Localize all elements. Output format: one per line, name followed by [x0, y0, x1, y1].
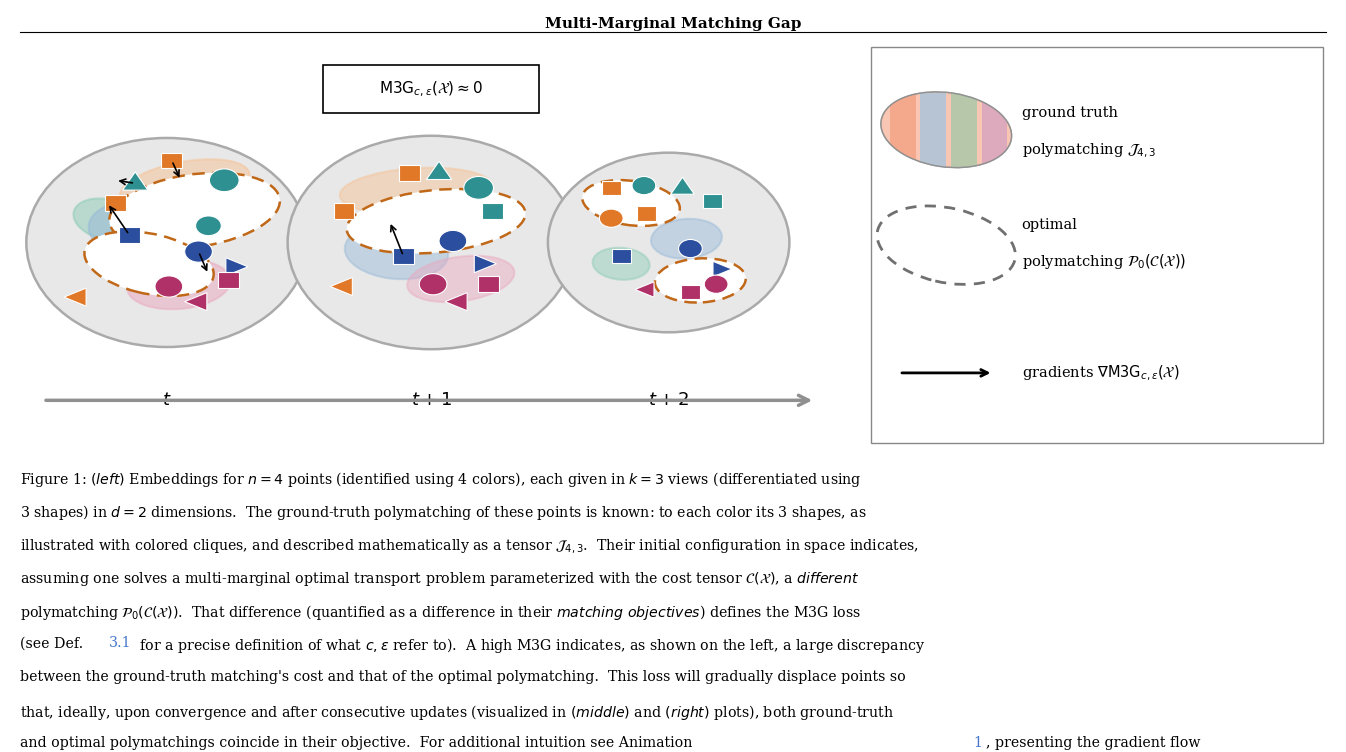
Ellipse shape — [408, 256, 514, 302]
Ellipse shape — [656, 258, 746, 302]
Text: and optimal polymatchings coincide in their objective.  For additional intuition: and optimal polymatchings coincide in th… — [20, 736, 697, 750]
Ellipse shape — [109, 173, 280, 248]
Polygon shape — [670, 177, 695, 194]
Circle shape — [419, 274, 447, 295]
Ellipse shape — [127, 259, 230, 309]
Bar — [611, 249, 630, 263]
Bar — [681, 284, 700, 299]
Text: , presenting the gradient flow: , presenting the gradient flow — [987, 736, 1201, 750]
Text: $t$: $t$ — [162, 391, 172, 409]
Text: between the ground-truth matching's cost and that of the optimal polymatching.  : between the ground-truth matching's cost… — [20, 669, 906, 684]
Polygon shape — [226, 258, 248, 276]
Bar — [921, 92, 946, 167]
Polygon shape — [635, 282, 654, 297]
Ellipse shape — [651, 219, 721, 259]
Polygon shape — [427, 161, 452, 180]
Ellipse shape — [89, 200, 202, 262]
Circle shape — [599, 209, 623, 227]
Polygon shape — [446, 293, 467, 311]
Circle shape — [210, 169, 240, 192]
Circle shape — [704, 275, 728, 293]
Text: polymatching $\mathcal{P}_0(\mathcal{C}(\mathcal{X}))$: polymatching $\mathcal{P}_0(\mathcal{C}(… — [1022, 252, 1186, 271]
Text: $t+1$: $t+1$ — [411, 391, 451, 409]
Text: polymatching $\mathcal{J}_{4,3}$: polymatching $\mathcal{J}_{4,3}$ — [1022, 141, 1156, 159]
Bar — [334, 202, 354, 219]
Bar — [162, 153, 182, 168]
Circle shape — [195, 216, 221, 235]
FancyBboxPatch shape — [323, 65, 538, 114]
Circle shape — [464, 177, 494, 199]
Ellipse shape — [347, 189, 525, 253]
Text: (see Def.: (see Def. — [20, 636, 87, 650]
Text: illustrated with colored cliques, and described mathematically as a tensor $\mat: illustrated with colored cliques, and de… — [20, 537, 919, 554]
Ellipse shape — [584, 182, 677, 224]
Text: 3.1: 3.1 — [109, 636, 132, 650]
Text: $t+2$: $t+2$ — [649, 391, 689, 409]
Bar — [398, 165, 420, 180]
Text: optimal: optimal — [1022, 217, 1078, 232]
Ellipse shape — [85, 232, 214, 296]
Polygon shape — [184, 293, 207, 311]
Polygon shape — [474, 255, 497, 273]
Bar — [118, 227, 140, 243]
Ellipse shape — [288, 136, 575, 349]
Circle shape — [633, 177, 656, 195]
Text: assuming one solves a multi-marginal optimal transport problem parameterized wit: assuming one solves a multi-marginal opt… — [20, 570, 860, 588]
Ellipse shape — [657, 262, 744, 302]
Circle shape — [678, 239, 703, 258]
Circle shape — [155, 276, 183, 297]
Ellipse shape — [345, 224, 448, 279]
Circle shape — [184, 241, 213, 262]
Text: 3 shapes) in $d = 2$ dimensions.  The ground-truth polymatching of these points : 3 shapes) in $d = 2$ dimensions. The gro… — [20, 503, 867, 523]
Ellipse shape — [548, 153, 789, 332]
Ellipse shape — [583, 180, 680, 226]
Circle shape — [439, 230, 467, 252]
Bar — [703, 193, 721, 208]
Text: ground truth: ground truth — [1022, 106, 1117, 120]
Ellipse shape — [880, 92, 1012, 168]
Bar — [482, 202, 503, 219]
Bar — [890, 92, 915, 167]
Text: polymatching $\mathcal{P}_0(\mathcal{C}(\mathcal{X}))$.  That difference (quanti: polymatching $\mathcal{P}_0(\mathcal{C}(… — [20, 603, 861, 622]
Text: for a precise definition of what $c, \varepsilon$ refer to).  A high M3G indicat: for a precise definition of what $c, \va… — [135, 636, 925, 656]
Ellipse shape — [27, 138, 307, 347]
Text: Figure 1: $(left)$ Embeddings for $n = 4$ points (identified using 4 colors), ea: Figure 1: $(left)$ Embeddings for $n = 4… — [20, 470, 861, 489]
Polygon shape — [330, 277, 353, 296]
Text: $\mathrm{M3G}_{c,\varepsilon}(\mathcal{X}) \approx 0$: $\mathrm{M3G}_{c,\varepsilon}(\mathcal{X… — [380, 80, 483, 99]
Bar — [981, 92, 1007, 167]
Bar — [478, 276, 499, 293]
Polygon shape — [65, 288, 86, 306]
Text: gradients $\nabla\mathrm{M3G}_{c,\varepsilon}(\mathcal{X})$: gradients $\nabla\mathrm{M3G}_{c,\vareps… — [1022, 363, 1179, 383]
Text: 1: 1 — [973, 736, 983, 750]
Bar — [950, 92, 977, 167]
Ellipse shape — [592, 247, 650, 280]
Ellipse shape — [120, 159, 250, 212]
Bar — [218, 272, 238, 289]
Bar — [393, 248, 413, 264]
Bar — [638, 207, 657, 221]
Text: Multi-Marginal Matching Gap: Multi-Marginal Matching Gap — [545, 17, 801, 31]
Polygon shape — [122, 172, 148, 190]
Text: that, ideally, upon convergence and after consecutive updates (visualized in $\i: that, ideally, upon convergence and afte… — [20, 703, 894, 722]
Bar — [602, 180, 621, 195]
Bar — [105, 195, 125, 211]
FancyBboxPatch shape — [871, 47, 1323, 443]
Ellipse shape — [74, 199, 141, 241]
Ellipse shape — [339, 168, 493, 214]
Polygon shape — [713, 261, 732, 277]
